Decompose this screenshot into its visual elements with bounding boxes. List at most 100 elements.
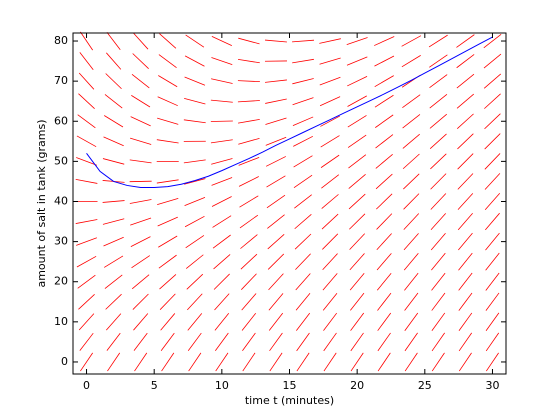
field-segment: [295, 293, 311, 311]
field-segment: [323, 312, 338, 331]
field-segment: [264, 39, 287, 43]
field-segment: [347, 115, 367, 128]
field-segment: [133, 313, 149, 331]
field-segment: [269, 352, 283, 372]
field-segment: [106, 52, 122, 70]
field-segment: [456, 73, 475, 89]
field-segment: [292, 97, 314, 106]
field-segment: [401, 55, 421, 68]
field-segment: [429, 133, 447, 149]
field-segment: [456, 54, 475, 69]
field-segment: [214, 293, 230, 311]
field-segment: [157, 117, 179, 125]
field-segment: [242, 332, 256, 352]
field-segment: [346, 56, 368, 66]
field-segment: [103, 236, 124, 247]
field-segment: [349, 253, 365, 271]
field-segment: [267, 233, 285, 250]
field-segment: [156, 139, 179, 144]
field-segment: [457, 173, 474, 190]
field-segment: [268, 273, 284, 291]
field-segment: [156, 179, 179, 184]
y-tick-label: 40: [54, 194, 68, 207]
y-tick-label: 60: [54, 114, 68, 127]
field-segment: [129, 180, 152, 183]
field-segment: [76, 135, 97, 148]
field-segment: [430, 173, 447, 190]
field-segment: [292, 78, 314, 85]
field-segment: [213, 254, 231, 270]
field-segment: [264, 79, 287, 83]
field-segment: [319, 38, 341, 44]
field-segment: [292, 39, 315, 43]
field-segment: [265, 117, 287, 125]
field-segment: [77, 274, 96, 289]
x-tick-label: 25: [418, 379, 432, 392]
field-segment: [241, 273, 257, 290]
field-segment: [133, 332, 148, 351]
field-segment: [322, 233, 339, 250]
field-segment: [374, 36, 395, 46]
field-segment: [132, 53, 149, 69]
field-segment: [75, 219, 98, 224]
field-segment: [458, 332, 473, 352]
field-segment: [429, 54, 448, 68]
field-segment: [350, 292, 365, 311]
field-segment: [78, 93, 95, 109]
field-segment: [348, 193, 366, 210]
field-segment: [266, 175, 286, 188]
field-segment: [238, 176, 259, 187]
field-segment: [350, 332, 364, 352]
field-segment: [485, 232, 500, 251]
field-segment: [320, 154, 340, 168]
x-tick-label: 10: [215, 379, 229, 392]
field-segment: [134, 352, 148, 372]
y-tick-label: 30: [54, 235, 68, 248]
field-segment: [157, 197, 179, 206]
field-segment: [321, 174, 340, 189]
x-tick-label: 15: [283, 379, 297, 392]
field-segment: [77, 114, 96, 129]
field-segment: [458, 292, 473, 311]
y-tick-label: 50: [54, 154, 68, 167]
field-segment: [237, 100, 260, 103]
field-segment: [184, 196, 206, 207]
field-segment: [322, 292, 338, 311]
field-segment: [237, 80, 260, 83]
field-segment: [185, 235, 205, 249]
field-segment: [430, 193, 447, 210]
field-segment: [157, 216, 178, 227]
field-segment: [132, 32, 149, 50]
field-segment: [211, 177, 233, 186]
field-segment: [430, 213, 446, 230]
field-segment: [377, 352, 391, 372]
field-segment: [265, 136, 287, 146]
field-segment: [349, 233, 366, 250]
field-segment: [296, 332, 310, 352]
field-segment: [457, 153, 474, 170]
field-segment: [295, 253, 311, 270]
field-segment: [105, 293, 122, 310]
field-segment: [161, 352, 175, 372]
field-segment: [349, 213, 366, 230]
field-segment: [104, 274, 123, 289]
field-segment: [320, 115, 340, 127]
field-segment: [80, 31, 94, 51]
plot-area: [73, 33, 506, 374]
field-segment: [377, 332, 391, 352]
field-segment: [323, 332, 337, 352]
field-segment: [319, 57, 341, 65]
field-segment: [211, 196, 232, 207]
field-segment: [129, 159, 152, 164]
field-segment: [457, 212, 473, 231]
field-segment: [376, 272, 392, 291]
field-segment: [347, 75, 368, 87]
field-segment: [374, 94, 394, 108]
field-segment: [268, 312, 284, 331]
field-segment: [404, 352, 418, 372]
field-segment: [456, 93, 475, 109]
x-tick-label: 20: [350, 379, 364, 392]
field-segment: [431, 272, 446, 291]
field-segment: [485, 332, 500, 352]
